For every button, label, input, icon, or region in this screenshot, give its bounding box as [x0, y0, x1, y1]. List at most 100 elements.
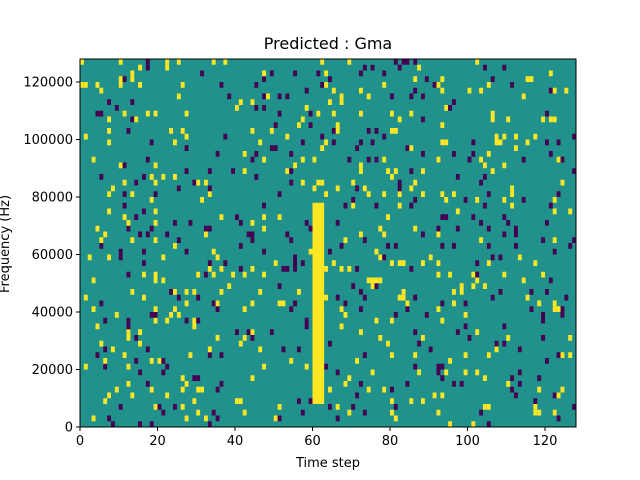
heatmap-cell — [142, 248, 146, 255]
heatmap-cell — [165, 317, 170, 324]
heatmap-cell — [138, 82, 143, 88]
heatmap-cell — [235, 329, 239, 335]
heatmap-cell — [483, 283, 487, 289]
heatmap-cell — [153, 312, 158, 318]
heatmap-cell — [223, 260, 228, 266]
heatmap-cell — [184, 133, 189, 140]
heatmap-cell — [366, 191, 371, 197]
heatmap-cell — [126, 317, 131, 324]
heatmap-cell — [517, 369, 522, 376]
heatmap-cell — [126, 225, 131, 232]
heatmap-cell — [393, 415, 398, 422]
heatmap-cell — [440, 191, 445, 197]
heatmap-cell — [196, 317, 201, 324]
heatmap-cell — [157, 358, 162, 364]
heatmap-cell — [262, 214, 267, 220]
heatmap-cell — [99, 300, 104, 307]
heatmap-cell — [219, 381, 224, 387]
heatmap-cell — [529, 306, 534, 312]
heatmap-cell — [355, 185, 360, 192]
heatmap-cell — [440, 122, 445, 128]
heatmap-cell — [99, 243, 104, 249]
heatmap-cell — [254, 151, 259, 157]
heatmap-cell — [242, 271, 247, 278]
heatmap-cell — [351, 197, 356, 203]
heatmap-cell — [122, 179, 127, 186]
heatmap-cell — [219, 82, 224, 88]
heatmap-cell — [525, 139, 530, 146]
heatmap-cell — [153, 317, 158, 324]
heatmap-cell — [269, 70, 274, 77]
heatmap-cell — [207, 352, 212, 358]
heatmap-cell — [328, 404, 332, 410]
heatmap-cell — [452, 151, 456, 157]
heatmap-cell — [184, 168, 189, 174]
heatmap-cell — [331, 139, 336, 146]
heatmap-cell — [316, 110, 321, 117]
heatmap-cell — [246, 231, 251, 238]
heatmap-cell — [122, 110, 127, 117]
heatmap-cell — [502, 162, 507, 169]
heatmap-cell — [304, 323, 309, 330]
heatmap-cell — [506, 381, 511, 387]
heatmap-cell — [490, 116, 495, 123]
heatmap-cell — [382, 82, 387, 88]
heatmap-cell — [459, 283, 464, 289]
heatmap-cell — [409, 145, 414, 151]
heatmap-cell — [153, 191, 158, 197]
heatmap-cell — [366, 93, 371, 100]
heatmap-cell — [378, 335, 383, 341]
heatmap-cell — [223, 59, 228, 65]
heatmap-cell — [335, 122, 340, 128]
heatmap-cell — [343, 300, 348, 307]
heatmap-cell — [343, 381, 348, 387]
heatmap-cell — [103, 346, 108, 353]
heatmap-cell — [452, 191, 456, 197]
heatmap-cell — [382, 156, 387, 163]
heatmap-cell — [556, 352, 561, 358]
heatmap-cell — [258, 289, 263, 295]
heatmap-cell — [242, 168, 247, 174]
heatmap-cell — [176, 93, 181, 100]
heatmap-cell — [176, 237, 181, 243]
heatmap-cell — [262, 363, 267, 370]
heatmap-cell — [242, 151, 247, 157]
heatmap-cell — [308, 248, 313, 255]
heatmap-cell — [335, 415, 340, 422]
heatmap-cell — [475, 197, 480, 203]
heatmap-cell — [235, 214, 239, 220]
heatmap-cell — [126, 220, 131, 226]
heatmap-cell — [262, 225, 267, 232]
heatmap-cell — [568, 208, 573, 215]
heatmap-cell — [320, 133, 325, 140]
heatmap-cell — [548, 151, 553, 157]
heatmap-cell — [285, 266, 290, 272]
heatmap-cell — [548, 202, 553, 209]
heatmap-cell — [362, 237, 367, 243]
heatmap-cell — [324, 70, 329, 77]
y-tick-label: 40000 — [32, 306, 73, 321]
heatmap-cell — [452, 99, 456, 105]
heatmap-cell — [126, 329, 131, 335]
heatmap-cell — [173, 139, 177, 146]
heatmap-cell — [397, 116, 402, 123]
heatmap-cell — [149, 174, 154, 180]
heatmap-cell — [521, 156, 526, 163]
heatmap-cell — [192, 179, 197, 186]
heatmap-cell — [382, 386, 387, 393]
heatmap-cell — [514, 225, 518, 232]
heatmap-cell — [324, 191, 329, 197]
heatmap-cell — [393, 243, 398, 249]
heatmap-cell — [444, 105, 449, 111]
heatmap-cell — [293, 254, 298, 261]
heatmap-cell — [308, 122, 313, 128]
heatmap-cell — [130, 237, 135, 243]
heatmap-cell — [308, 398, 313, 404]
heatmap-cell — [568, 352, 573, 358]
heatmap-cell — [459, 289, 464, 295]
heatmap-cell — [142, 294, 146, 301]
heatmap-cell — [448, 105, 453, 111]
heatmap-cell — [207, 421, 212, 427]
heatmap-cell — [173, 243, 177, 249]
heatmap-cell — [339, 99, 344, 105]
